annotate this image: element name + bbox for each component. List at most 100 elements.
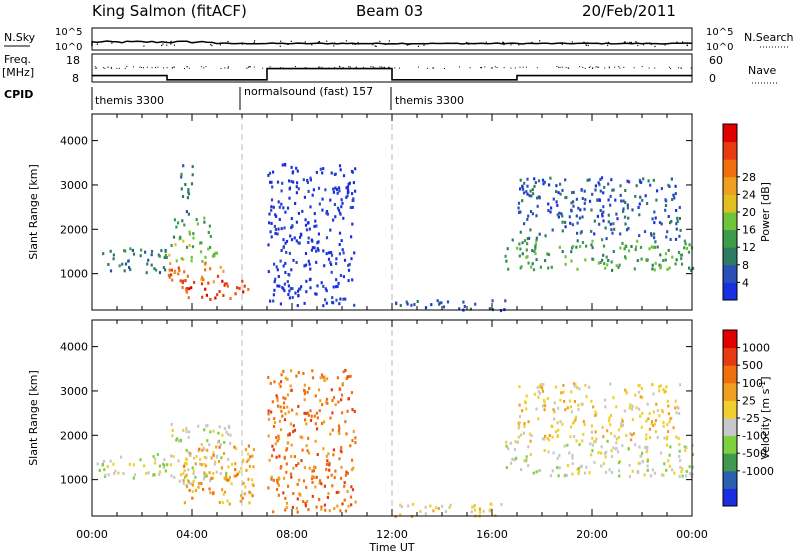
range-gate-cell	[109, 459, 112, 463]
range-gate-cell	[594, 440, 597, 444]
range-gate-cell	[525, 394, 528, 398]
range-gate-cell	[561, 214, 564, 218]
range-gate-cell	[338, 252, 341, 256]
range-gate-cell	[674, 262, 677, 266]
range-gate-cell	[331, 296, 334, 300]
range-gate-cell	[665, 235, 668, 239]
range-gate-cell	[271, 400, 274, 404]
range-gate-cell	[576, 267, 579, 271]
range-gate-cell	[596, 214, 599, 218]
range-gate-cell	[665, 385, 668, 389]
range-gate-cell	[534, 247, 537, 250]
range-gate-cell	[653, 245, 657, 249]
range-gate-cell	[182, 428, 185, 432]
nave-point	[633, 67, 635, 69]
range-gate-cell	[268, 171, 272, 175]
range-gate-cell	[174, 243, 177, 247]
y-tick-label: 4000	[60, 341, 88, 354]
nsearch-point	[531, 41, 533, 43]
range-gate-cell	[190, 182, 194, 186]
range-gate-cell	[588, 199, 592, 203]
range-gate-cell	[580, 188, 583, 192]
nave-point	[641, 66, 643, 68]
range-gate-cell	[559, 420, 562, 424]
range-gate-cell	[593, 232, 596, 236]
range-gate-cell	[652, 392, 655, 396]
range-gate-cell	[283, 289, 286, 293]
range-gate-cell	[284, 163, 287, 167]
range-gate-cell	[158, 470, 162, 474]
range-gate-cell	[203, 471, 206, 475]
range-gate-cell	[526, 177, 529, 181]
range-gate-cell	[343, 481, 346, 485]
range-gate-cell	[152, 455, 155, 459]
cpid-mode-1: normalsound (fast) 157	[244, 85, 373, 98]
range-gate-cell	[641, 198, 644, 202]
nsearch-point	[676, 41, 678, 43]
range-gate-cell	[302, 479, 306, 483]
range-gate-cell	[513, 458, 516, 462]
range-gate-cell	[340, 239, 343, 243]
range-gate-cell	[608, 419, 611, 423]
range-gate-cell	[557, 406, 560, 410]
range-gate-cell	[564, 225, 567, 229]
nsearch-point	[290, 40, 292, 42]
range-gate-cell	[550, 265, 553, 269]
range-gate-cell	[299, 435, 302, 439]
range-gate-cell	[339, 449, 342, 453]
range-gate-cell	[684, 242, 687, 246]
range-gate-cell	[316, 284, 319, 288]
range-gate-cell	[311, 480, 314, 484]
range-gate-cell	[643, 473, 646, 477]
range-gate-cell	[329, 228, 332, 232]
range-gate-cell	[144, 250, 147, 254]
range-gate-cell	[643, 446, 647, 450]
range-gate-cell	[197, 449, 200, 453]
range-gate-cell	[602, 435, 605, 439]
nsearch-point	[227, 40, 229, 43]
range-gate-cell	[523, 239, 527, 243]
range-gate-cell	[215, 445, 218, 449]
range-gate-cell	[150, 263, 153, 267]
range-gate-cell	[571, 456, 574, 460]
nave-point	[469, 67, 471, 69]
range-gate-cell	[584, 383, 587, 387]
range-gate-cell	[301, 209, 304, 213]
range-gate-cell	[163, 256, 166, 260]
range-gate-cell	[280, 409, 283, 413]
range-gate-cell	[185, 290, 188, 294]
nave-point	[249, 66, 251, 68]
range-gate-cell	[338, 427, 341, 431]
range-gate-cell	[188, 430, 191, 434]
range-gate-cell	[628, 475, 631, 478]
range-gate-cell	[248, 464, 251, 468]
range-gate-cell	[201, 259, 204, 263]
range-gate-cell	[248, 501, 251, 505]
range-gate-cell	[564, 262, 567, 266]
range-gate-cell	[290, 443, 293, 447]
colorbar-swatch	[723, 264, 737, 283]
range-gate-cell	[349, 374, 352, 378]
range-gate-cell	[191, 481, 194, 485]
range-gate-cell	[145, 271, 148, 275]
range-gate-cell	[474, 302, 477, 306]
range-gate-cell	[334, 186, 337, 190]
range-gate-cell	[288, 251, 291, 255]
nsearch-point	[173, 44, 175, 46]
range-gate-cell	[216, 440, 220, 444]
range-gate-cell	[235, 474, 238, 478]
range-gate-cell	[583, 189, 586, 193]
nave-point	[328, 67, 330, 69]
range-gate-cell	[664, 258, 667, 262]
range-gate-cell	[640, 425, 643, 429]
range-gate-cell	[462, 300, 465, 304]
range-gate-cell	[335, 257, 338, 261]
range-gate-cell	[629, 432, 632, 436]
range-gate-cell	[436, 299, 439, 303]
range-gate-cell	[641, 451, 644, 455]
colorbar-swatch	[723, 282, 737, 301]
range-gate-cell	[331, 399, 334, 402]
